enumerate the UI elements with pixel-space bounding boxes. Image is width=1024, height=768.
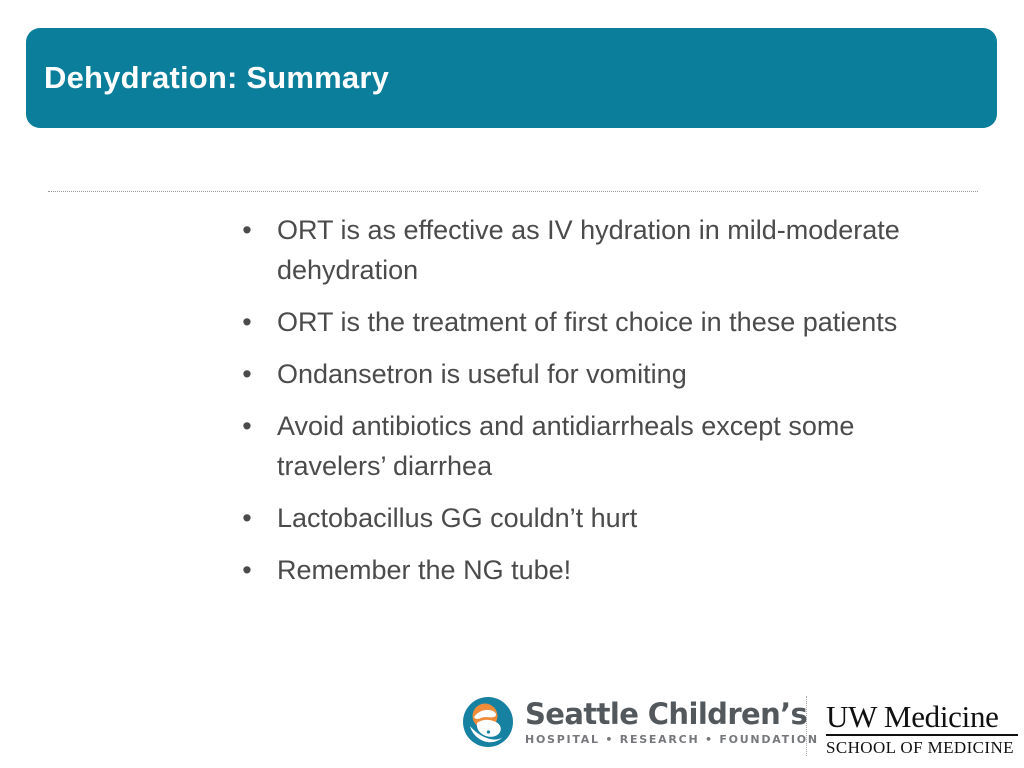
list-item-label: Avoid antibiotics and antidiarrheals exc… — [277, 411, 855, 481]
bullet-point-icon: • — [242, 215, 252, 245]
list-item-label: Ondansetron is useful for vomiting — [277, 359, 687, 389]
list-item: • Lactobacillus GG couldn’t hurt — [234, 498, 950, 538]
content-divider — [48, 191, 978, 192]
list-item: • ORT is the treatment of first choice i… — [234, 302, 950, 342]
page-title: Dehydration: Summary — [44, 60, 390, 95]
seattle-childrens-logo: Seattle Children’s HOSPITAL • RESEARCH •… — [462, 696, 819, 748]
list-item: • Ondansetron is useful for vomiting — [234, 354, 950, 394]
list-item-label: ORT is as effective as IV hydration in m… — [277, 215, 900, 285]
bullet-point-icon: • — [242, 411, 252, 441]
bullet-list: • ORT is as effective as IV hydration in… — [234, 210, 950, 602]
uw-medicine-logo: UW Medicine SCHOOL OF MEDICINE — [826, 700, 1018, 757]
list-item-label: ORT is the treatment of first choice in … — [277, 307, 898, 337]
uw-medicine-subwordmark: SCHOOL OF MEDICINE — [826, 738, 1014, 757]
bullet-point-icon: • — [242, 555, 252, 585]
seattle-childrens-tagline: HOSPITAL • RESEARCH • FOUNDATION — [525, 733, 819, 746]
bullet-point-icon: • — [242, 307, 252, 337]
seattle-childrens-wordmark-block: Seattle Children’s HOSPITAL • RESEARCH •… — [525, 697, 819, 747]
seattle-childrens-wordmark: Seattle Children’s — [525, 697, 808, 731]
uw-medicine-rule — [826, 734, 1018, 736]
list-item: • Avoid antibiotics and antidiarrheals e… — [234, 406, 950, 486]
title-banner: Dehydration: Summary — [26, 28, 997, 128]
uw-medicine-wordmark: UW Medicine — [826, 699, 999, 734]
list-item-label: Lactobacillus GG couldn’t hurt — [277, 503, 638, 533]
list-item-label: Remember the NG tube! — [277, 555, 572, 585]
list-item: • Remember the NG tube! — [234, 550, 950, 590]
seattle-childrens-hands-child-icon — [462, 696, 514, 748]
logo-divider — [806, 696, 807, 756]
bullet-point-icon: • — [242, 359, 252, 389]
footer-logo-area: Seattle Children’s HOSPITAL • RESEARCH •… — [462, 694, 1018, 758]
bullet-point-icon: • — [242, 503, 252, 533]
list-item: • ORT is as effective as IV hydration in… — [234, 210, 950, 290]
